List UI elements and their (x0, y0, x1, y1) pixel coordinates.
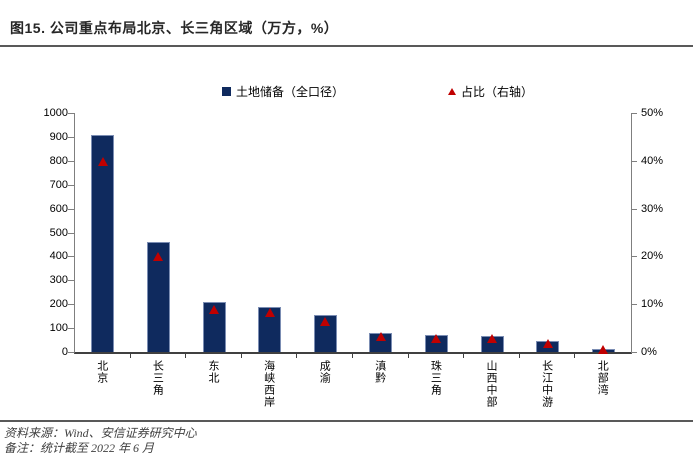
x-axis-label-海峡西岸: 海峡西岸 (262, 360, 275, 408)
x-axis-label-北部湾: 北部湾 (596, 360, 609, 396)
right-axis-tick-label: 30% (641, 202, 664, 215)
left-axis-tick-label: 200 (49, 298, 68, 311)
right-axis-tick (631, 256, 637, 258)
date-note: 备注：统计截至 2022 年 6 月 (4, 441, 155, 455)
legend-label: 土地储备（全口径） (236, 84, 345, 99)
left-axis-tick (68, 208, 74, 210)
right-axis-tick (631, 208, 637, 210)
bar-成渝 (313, 314, 337, 352)
plot-area (74, 113, 632, 355)
x-axis-tick (407, 354, 409, 358)
right-axis-tick (631, 160, 637, 162)
left-axis-tick (68, 256, 74, 258)
chart-footer: 资料来源：Wind、安信证券研究中心 备注：统计截至 2022 年 6 月 (0, 420, 693, 455)
left-axis-tick (68, 352, 74, 353)
left-axis-tick-label: 800 (49, 154, 68, 167)
x-axis-label-长三角: 长三角 (151, 360, 164, 396)
right-axis-tick-label: 40% (641, 154, 664, 167)
right-axis-tick-label: 20% (641, 250, 664, 263)
left-axis-tick (68, 328, 74, 330)
left-axis-tick (68, 184, 74, 186)
ratio-marker-滇黔 (375, 332, 386, 342)
bar-东北 (202, 301, 226, 352)
bar-series-swatch-icon (222, 86, 231, 96)
x-axis-label-成渝: 成渝 (318, 360, 331, 384)
chart-title: 图15. 公司重点布局北京、长三角区域（万方，%） (0, 18, 693, 47)
left-axis-tick-label: 700 (49, 178, 68, 191)
left-axis-tick (68, 304, 74, 306)
left-axis-tick-label: 0 (61, 346, 68, 358)
x-axis-tick (352, 354, 353, 358)
left-axis-tick (68, 280, 74, 282)
right-axis-tick-label: 0% (641, 346, 657, 358)
left-axis-tick-label: 900 (49, 130, 68, 143)
left-axis-tick-label: 500 (49, 226, 68, 239)
ratio-marker-北部湾 (598, 345, 609, 355)
legend-label: 占比（右轴） (461, 84, 534, 99)
x-axis-tick (296, 354, 298, 358)
left-axis-tick-label: 300 (49, 274, 68, 287)
ratio-marker-北京 (97, 157, 108, 167)
legend-item-land-reserve: 土地储备（全口径） (222, 83, 344, 100)
right-axis-tick-label: 50% (641, 107, 664, 119)
ratio-marker-海峡西岸 (264, 308, 275, 318)
left-axis-tick-label: 1000 (43, 107, 68, 119)
x-axis-tick (240, 354, 242, 358)
legend-item-ratio: 占比（右轴） (448, 83, 533, 100)
left-axis-tick (68, 160, 74, 162)
x-axis-label-山西中部: 山西中部 (485, 360, 497, 408)
bar-北京 (91, 134, 115, 352)
left-axis-tick-label: 100 (49, 322, 68, 335)
left-axis-tick (68, 136, 74, 138)
ratio-marker-山西中部 (487, 334, 497, 344)
left-axis-tick (68, 232, 74, 234)
x-axis-label-滇黔: 滇黔 (373, 360, 386, 384)
left-axis-tick-label: 400 (49, 250, 68, 263)
right-axis-tick (631, 304, 637, 306)
source-note: 资料来源：Wind、安信证券研究中心 (4, 426, 197, 440)
chart-legend: 土地储备（全口径） 占比（右轴） (222, 83, 533, 100)
ratio-marker-长三角 (153, 251, 164, 261)
ratio-marker-成渝 (320, 317, 331, 327)
bar-长三角 (146, 242, 170, 352)
ratio-marker-东北 (209, 304, 219, 314)
right-axis-tick (631, 352, 637, 353)
left-axis-tick (68, 113, 74, 114)
right-axis-tick-label: 10% (641, 298, 664, 311)
x-axis-label-珠三角: 珠三角 (429, 360, 442, 396)
triangle-marker-icon (448, 87, 457, 95)
x-axis-tick (185, 354, 187, 358)
x-axis-label-长江中游: 长江中游 (540, 360, 553, 408)
x-axis-tick (129, 354, 131, 358)
bar-海峡西岸 (258, 306, 282, 352)
x-axis-label-北京: 北京 (95, 360, 108, 384)
right-axis-tick (631, 113, 637, 114)
x-axis-label-东北: 东北 (207, 360, 219, 384)
x-axis-tick (518, 354, 520, 358)
x-axis-tick (574, 354, 576, 358)
ratio-marker-长江中游 (542, 338, 553, 348)
left-axis-tick-label: 600 (49, 202, 68, 215)
x-axis-tick (463, 354, 465, 358)
ratio-marker-珠三角 (431, 334, 442, 344)
